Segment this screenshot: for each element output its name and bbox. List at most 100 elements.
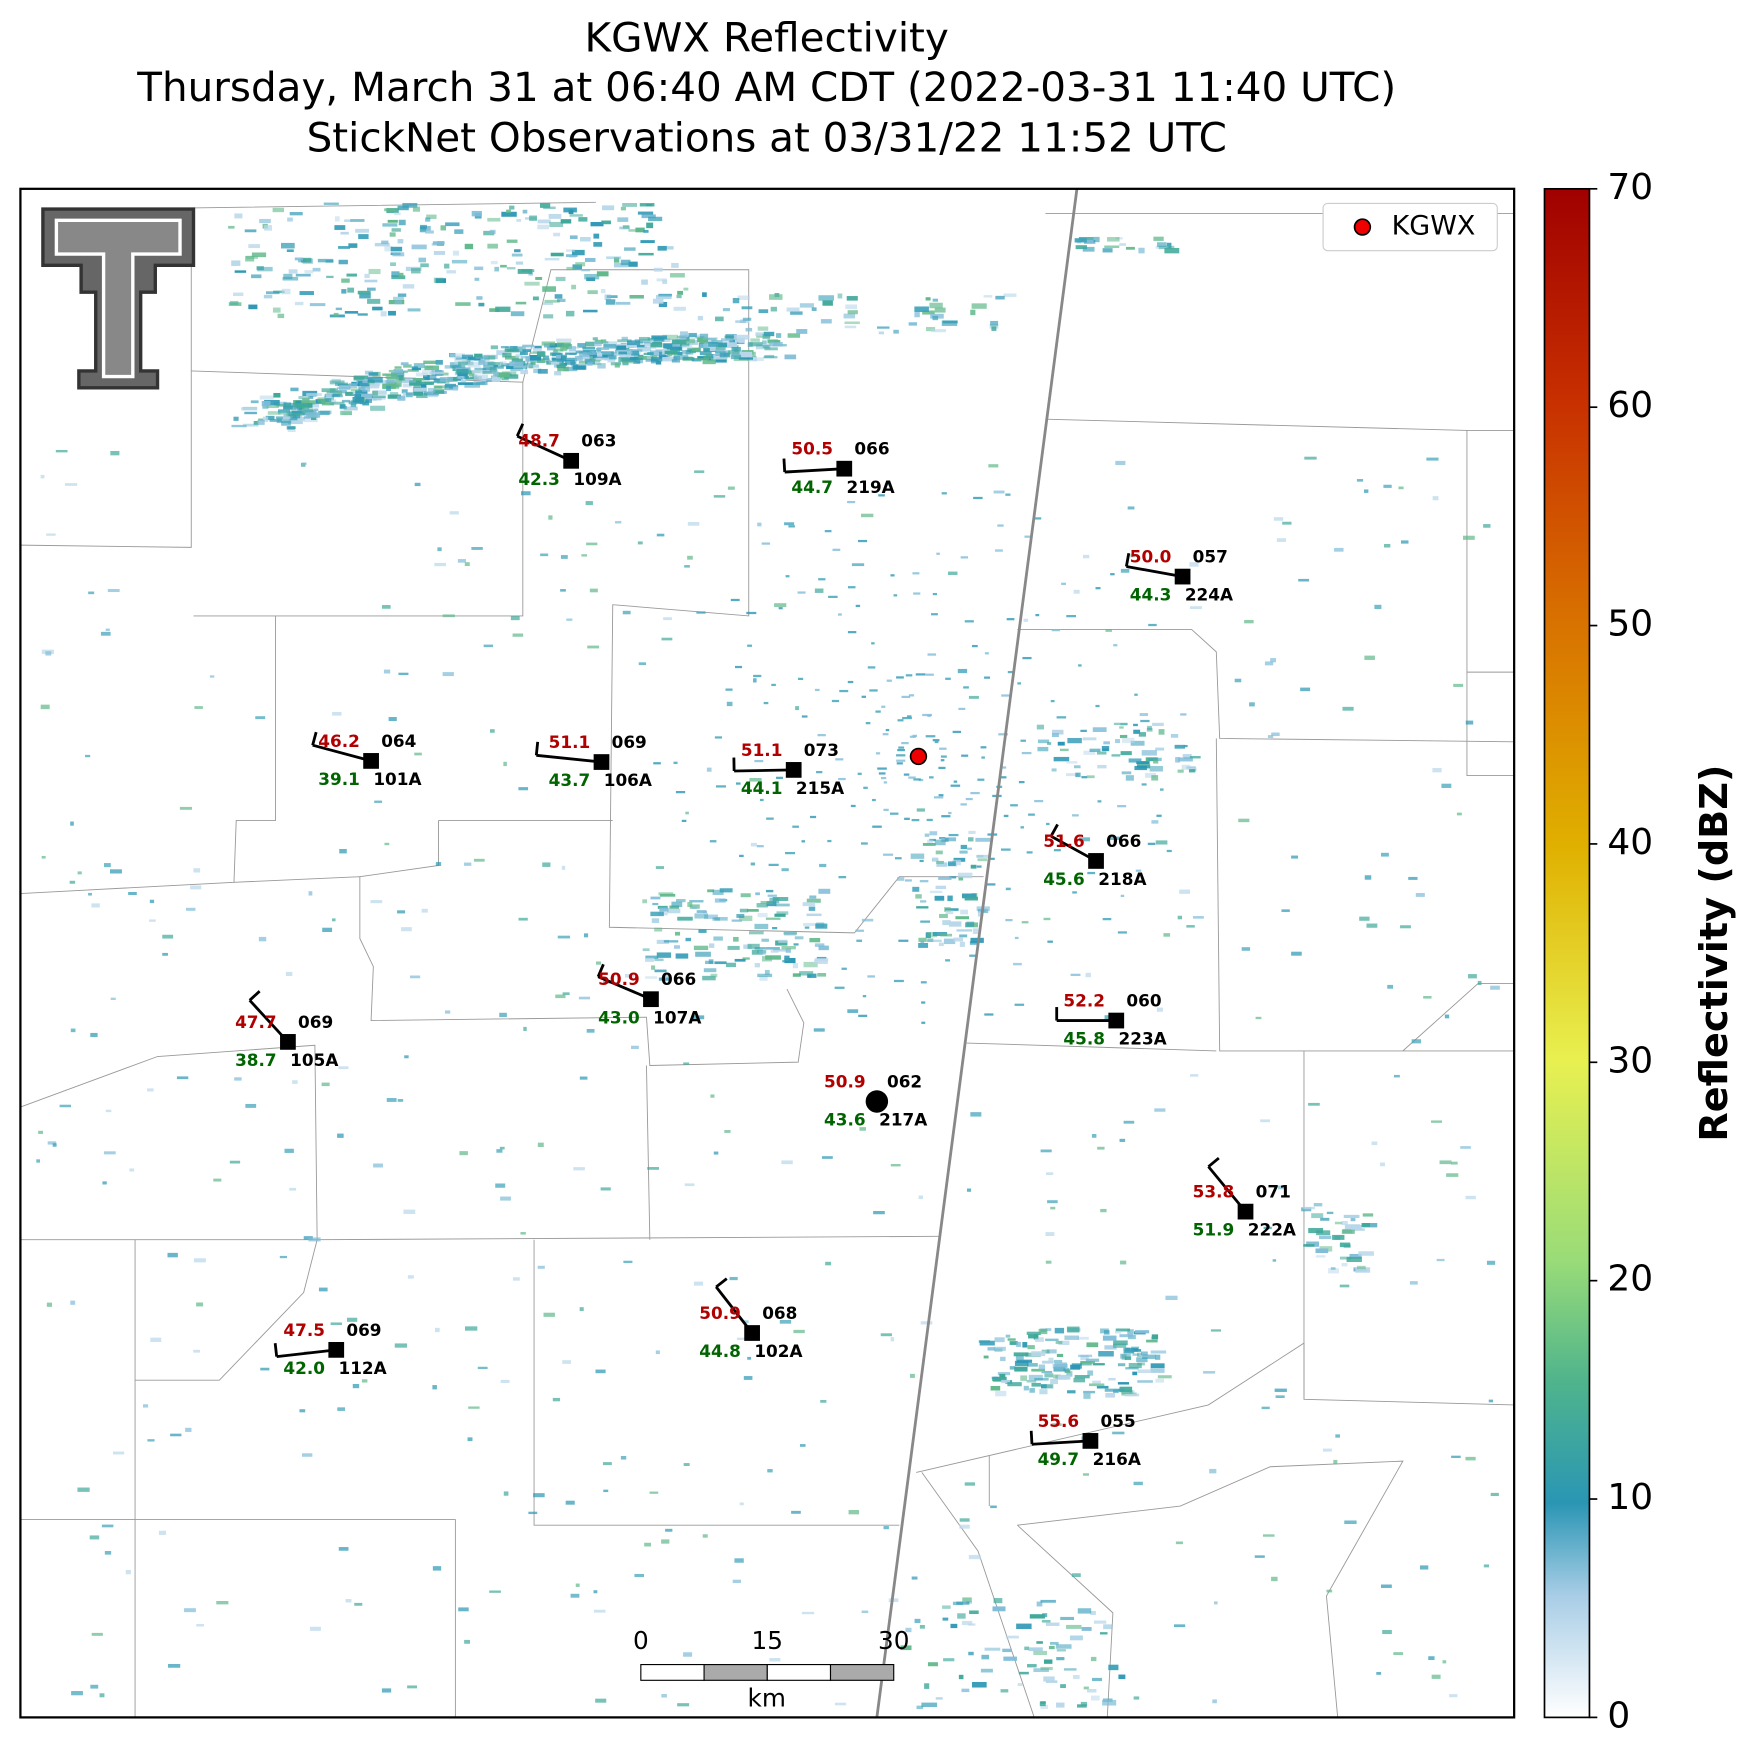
echo xyxy=(929,776,934,778)
echo xyxy=(150,900,154,903)
echo xyxy=(683,288,688,291)
echo xyxy=(838,293,843,298)
echo xyxy=(656,866,664,869)
echo xyxy=(457,376,465,379)
scale-segment xyxy=(831,1665,894,1681)
echo xyxy=(971,865,977,869)
echo xyxy=(462,355,473,359)
echo xyxy=(570,361,576,365)
echo xyxy=(991,1386,1001,1391)
echo xyxy=(905,879,912,881)
echo xyxy=(1102,1700,1116,1706)
echo xyxy=(920,880,929,882)
echo xyxy=(1102,746,1109,751)
echo xyxy=(290,212,303,215)
echo xyxy=(1042,1361,1054,1364)
echo xyxy=(664,940,678,942)
echo xyxy=(935,840,946,846)
echo xyxy=(1491,1493,1499,1496)
echo xyxy=(1155,1379,1164,1383)
echo xyxy=(1006,1636,1019,1639)
echo xyxy=(754,924,768,929)
echo xyxy=(687,556,693,560)
echo xyxy=(832,549,840,551)
echo xyxy=(514,249,520,252)
echo xyxy=(322,1083,330,1087)
echo xyxy=(1376,1672,1381,1675)
echo xyxy=(162,935,173,939)
echo xyxy=(825,1262,831,1266)
echo xyxy=(877,326,889,328)
echo xyxy=(775,904,790,907)
echo xyxy=(474,267,483,271)
echo xyxy=(1097,752,1107,755)
echo xyxy=(1087,872,1095,874)
echo xyxy=(392,228,401,232)
echo xyxy=(1041,1149,1052,1152)
scale-segment xyxy=(767,1665,830,1681)
echo xyxy=(1061,583,1066,585)
echo xyxy=(721,338,730,341)
echo xyxy=(468,1406,479,1408)
echo xyxy=(862,919,873,922)
echo xyxy=(556,339,571,342)
echo xyxy=(168,1664,180,1668)
echo xyxy=(658,246,667,251)
echo xyxy=(751,863,755,866)
echo xyxy=(970,1112,981,1116)
echo xyxy=(920,921,930,923)
scale-label: 30 xyxy=(878,1626,909,1655)
echo xyxy=(1171,734,1178,738)
echo xyxy=(936,886,946,889)
echo xyxy=(1067,738,1082,743)
echo xyxy=(931,613,938,615)
echo xyxy=(781,946,795,949)
echo xyxy=(1179,890,1190,894)
echo xyxy=(1087,1370,1093,1375)
colorbar-tick-label: 50 xyxy=(1607,604,1653,645)
echo xyxy=(231,260,240,265)
echo xyxy=(615,521,621,523)
echo xyxy=(46,533,55,535)
echo xyxy=(1039,1389,1047,1394)
echo xyxy=(835,1703,846,1706)
echo xyxy=(863,995,866,997)
echo xyxy=(1384,544,1390,548)
echo xyxy=(818,889,830,894)
echo xyxy=(1064,1336,1079,1340)
echo xyxy=(916,673,926,675)
echo xyxy=(338,246,350,249)
station-id: 107A xyxy=(653,1007,701,1027)
echo xyxy=(1002,1649,1011,1652)
echo xyxy=(1015,937,1019,939)
echo xyxy=(803,923,817,926)
echo xyxy=(1114,723,1128,725)
echo xyxy=(890,574,894,576)
echo xyxy=(1129,758,1142,762)
echo xyxy=(715,898,726,902)
echo xyxy=(412,368,421,370)
echo xyxy=(435,1328,440,1332)
echo xyxy=(622,203,637,207)
echo xyxy=(230,301,238,305)
echo xyxy=(233,293,243,296)
echo xyxy=(390,232,396,236)
echo xyxy=(1374,605,1381,609)
echo xyxy=(917,808,925,811)
echo xyxy=(674,307,686,311)
echo xyxy=(682,350,691,354)
echo xyxy=(787,308,800,312)
echo xyxy=(1124,1350,1135,1354)
echo xyxy=(963,686,969,688)
echo xyxy=(1083,1393,1090,1399)
echo xyxy=(494,267,499,272)
echo xyxy=(332,712,341,716)
echo xyxy=(714,1152,719,1155)
echo xyxy=(1078,1608,1091,1613)
echo xyxy=(733,298,740,303)
echo xyxy=(1132,1372,1137,1376)
echo xyxy=(1024,619,1029,622)
echo xyxy=(795,936,804,939)
echo xyxy=(281,421,291,426)
